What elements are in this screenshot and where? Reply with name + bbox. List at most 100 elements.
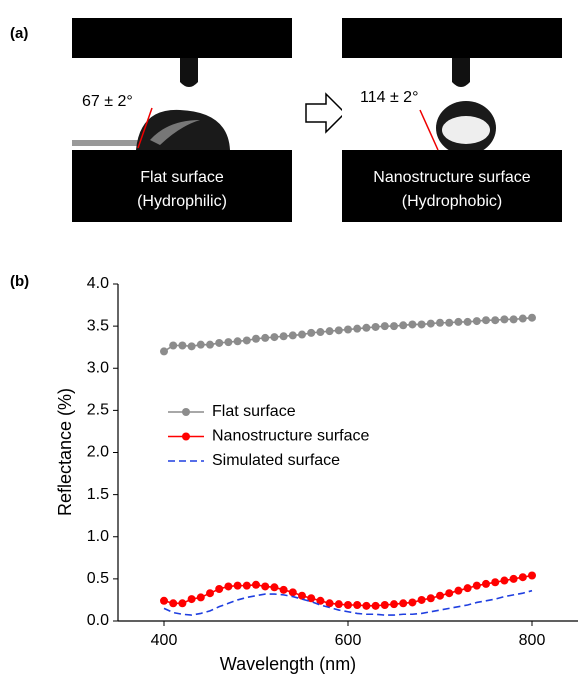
data-point — [519, 315, 527, 323]
data-point — [399, 321, 407, 329]
data-point — [206, 341, 214, 349]
x-tick-label: 400 — [151, 632, 178, 649]
data-point — [224, 338, 232, 346]
data-point — [482, 316, 490, 324]
data-point — [473, 317, 481, 325]
legend-label: Flat surface — [212, 403, 296, 420]
y-tick-label: 3.0 — [87, 359, 109, 376]
data-point — [316, 328, 324, 336]
data-point — [270, 333, 278, 341]
data-point — [178, 342, 186, 350]
panel-label: (b) — [10, 273, 29, 290]
surface-label: Nanostructure surface — [373, 169, 531, 186]
data-point — [464, 318, 472, 326]
data-point — [362, 324, 370, 332]
data-point — [169, 342, 177, 350]
data-point — [243, 582, 251, 590]
data-point — [399, 599, 407, 607]
x-tick-label: 800 — [519, 632, 546, 649]
data-point — [224, 582, 232, 590]
data-point — [197, 341, 205, 349]
data-point — [335, 600, 343, 608]
data-point — [528, 572, 536, 580]
data-point — [482, 580, 490, 588]
data-point — [335, 326, 343, 334]
data-point — [510, 315, 518, 323]
data-point — [408, 320, 416, 328]
figure: (a) 67 ± 2° Flat surface (Hydrophilic) 1… — [0, 0, 579, 687]
data-point — [326, 327, 334, 335]
data-point — [289, 588, 297, 596]
arrow — [306, 94, 345, 132]
data-point — [234, 337, 242, 345]
x-axis-label: Wavelength (nm) — [220, 654, 356, 674]
data-point — [280, 586, 288, 594]
data-point — [353, 325, 361, 333]
data-point — [261, 334, 269, 342]
data-point — [491, 316, 499, 324]
contact-angle: 67 ± 2° — [82, 93, 133, 110]
data-point — [491, 578, 499, 586]
data-point — [500, 315, 508, 323]
data-point — [261, 582, 269, 590]
data-point — [289, 331, 297, 339]
data-point — [215, 339, 223, 347]
data-point — [473, 582, 481, 590]
data-point — [445, 319, 453, 327]
data-point — [408, 598, 416, 606]
legend-label: Simulated surface — [212, 452, 340, 469]
data-point — [390, 322, 398, 330]
data-point — [234, 582, 242, 590]
data-point — [372, 323, 380, 331]
data-point — [344, 601, 352, 609]
data-point — [344, 325, 352, 333]
y-tick-label: 1.5 — [87, 486, 109, 503]
data-point — [252, 335, 260, 343]
data-point — [519, 573, 527, 581]
data-point — [307, 329, 315, 337]
x-tick-label: 600 — [335, 632, 362, 649]
data-point — [500, 577, 508, 585]
data-point — [418, 596, 426, 604]
contact-angle: 114 ± 2° — [360, 89, 418, 106]
data-point — [464, 584, 472, 592]
data-point — [454, 318, 462, 326]
data-point — [197, 593, 205, 601]
legend-marker — [182, 408, 190, 416]
data-point — [436, 592, 444, 600]
data-point — [206, 589, 214, 597]
legend-label: Nanostructure surface — [212, 428, 370, 445]
y-axis-label: Reflectance (%) — [55, 388, 75, 516]
data-point — [252, 581, 260, 589]
data-point — [188, 595, 196, 603]
y-tick-label: 0.5 — [87, 570, 109, 587]
data-point — [445, 589, 453, 597]
y-tick-label: 4.0 — [87, 275, 109, 292]
data-point — [427, 320, 435, 328]
photo-right — [342, 18, 562, 222]
data-point — [188, 342, 196, 350]
data-point — [178, 599, 186, 607]
surface-type: (Hydrophilic) — [137, 193, 227, 210]
data-point — [427, 594, 435, 602]
data-point — [510, 575, 518, 583]
photo-left — [72, 18, 292, 222]
y-tick-label: 0.0 — [87, 612, 109, 629]
data-point — [372, 602, 380, 610]
data-point — [270, 583, 278, 591]
y-tick-label: 2.0 — [87, 444, 109, 461]
data-point — [362, 602, 370, 610]
data-point — [298, 592, 306, 600]
data-point — [215, 585, 223, 593]
data-point — [528, 314, 536, 322]
data-point — [298, 331, 306, 339]
data-point — [169, 599, 177, 607]
y-tick-label: 3.5 — [87, 317, 109, 334]
data-point — [418, 320, 426, 328]
data-point — [454, 587, 462, 595]
data-point — [160, 597, 168, 605]
y-tick-label: 2.5 — [87, 402, 109, 419]
y-tick-label: 1.0 — [87, 528, 109, 545]
data-point — [436, 319, 444, 327]
data-point — [390, 600, 398, 608]
